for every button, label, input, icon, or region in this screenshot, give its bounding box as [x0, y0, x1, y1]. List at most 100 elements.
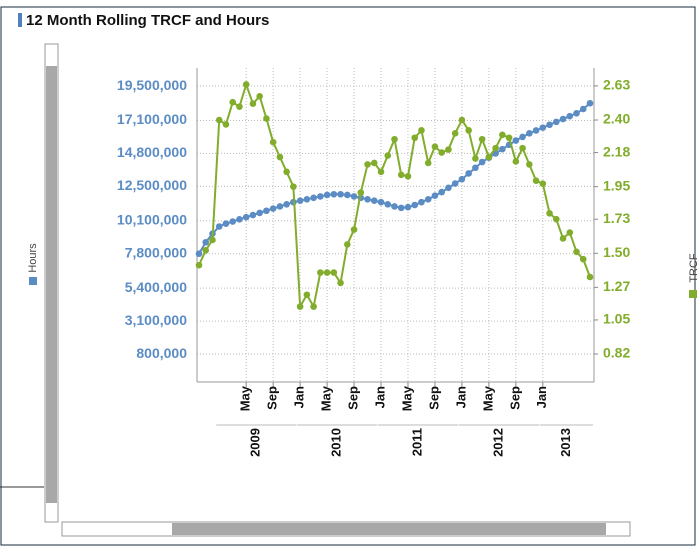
x-tick-label: Sep — [265, 386, 280, 410]
y2-tick-label: 2.63 — [603, 77, 630, 93]
x-tick-label: Sep — [426, 386, 441, 410]
series-point — [209, 236, 216, 244]
series-point — [317, 269, 324, 276]
series-point — [431, 192, 439, 199]
series-point — [242, 81, 250, 88]
series-point — [263, 115, 270, 122]
series-point — [458, 116, 466, 124]
series-point — [370, 197, 378, 205]
series-point — [397, 204, 405, 212]
series-point — [236, 103, 243, 110]
series-point — [344, 241, 351, 248]
group-label: 2011 — [410, 428, 425, 456]
series-point — [526, 161, 533, 168]
series-point — [242, 213, 250, 221]
series-point — [276, 203, 284, 210]
series-point — [404, 172, 412, 180]
series-point — [337, 279, 344, 287]
series-point — [552, 118, 560, 126]
y-tick-label: 5,400,000 — [125, 279, 187, 295]
series-point — [377, 198, 385, 206]
series-point — [512, 137, 520, 144]
series-point — [586, 273, 594, 281]
series-point — [391, 203, 398, 210]
series-point — [283, 200, 290, 208]
series-point — [404, 203, 412, 211]
x-tick-label: May — [399, 385, 414, 411]
series-point — [330, 269, 338, 276]
y2-tick-label: 1.27 — [603, 278, 630, 294]
series-point — [579, 255, 587, 263]
x-tick-label: May — [480, 385, 495, 411]
series-point — [465, 127, 472, 134]
series-point — [445, 146, 452, 153]
x-tick-label: Jan — [453, 386, 468, 408]
series-point — [296, 197, 304, 205]
series-point — [310, 194, 317, 202]
series-point — [431, 143, 439, 150]
series-line — [198, 102, 591, 255]
series-point — [310, 303, 317, 310]
series-point — [451, 130, 459, 137]
series-point — [222, 121, 230, 128]
series-point — [499, 145, 506, 153]
series-point — [539, 180, 547, 187]
y-axis-label: Hours — [27, 243, 39, 273]
series-point — [424, 159, 432, 167]
series-point — [492, 144, 499, 152]
series-point — [350, 226, 358, 233]
series-point — [573, 109, 580, 117]
series-point — [397, 171, 405, 179]
frame — [0, 6, 696, 546]
title-marker — [18, 13, 22, 27]
series-point — [418, 127, 425, 134]
series-point — [303, 291, 311, 299]
y2-legend-swatch — [689, 290, 697, 298]
series-point — [512, 158, 520, 165]
series-point — [370, 159, 378, 167]
series-point — [586, 99, 594, 107]
x-tick-label: May — [319, 385, 334, 411]
series-point — [377, 168, 385, 176]
series-point — [317, 193, 324, 200]
y2-tick-label: 1.05 — [603, 311, 630, 327]
y-tick-label: 10,100,000 — [117, 211, 187, 227]
series-point — [478, 158, 486, 166]
series-point — [505, 134, 513, 142]
x-tick-label: Jan — [372, 386, 387, 408]
series-point — [202, 247, 210, 254]
series-point — [579, 105, 587, 113]
series-point — [384, 200, 392, 208]
series-point — [465, 170, 472, 177]
h-scroll-thumb[interactable] — [172, 523, 606, 535]
series-point — [559, 115, 567, 123]
series-point — [276, 153, 284, 161]
series-point — [269, 205, 277, 212]
series-point — [391, 135, 398, 143]
x-tick-label: May — [238, 385, 253, 411]
x-tick-label: Jan — [292, 386, 307, 408]
series-point — [263, 207, 270, 215]
series-point — [303, 195, 311, 203]
chart-title: 12 Month Rolling TRCF and Hours — [26, 12, 269, 29]
y2-tick-label: 1.95 — [603, 177, 630, 193]
series-point — [519, 144, 526, 152]
series-point — [330, 190, 338, 198]
series-point — [283, 168, 290, 176]
y2-tick-label: 1.50 — [603, 244, 630, 260]
series-point — [478, 135, 486, 143]
series-point — [269, 138, 277, 146]
series-point — [229, 218, 237, 225]
series-point — [323, 269, 331, 276]
series-line — [198, 81, 591, 311]
y2-tick-label: 0.82 — [603, 345, 630, 361]
x-tick-label: Sep — [507, 386, 522, 410]
series-point — [418, 198, 425, 206]
v-scroll-thumb[interactable] — [46, 66, 57, 503]
series-point — [236, 216, 243, 223]
group-label: 2009 — [248, 428, 263, 457]
series-point — [552, 215, 560, 223]
series-point — [411, 201, 419, 209]
series-point — [344, 191, 351, 199]
series-point — [546, 121, 553, 129]
